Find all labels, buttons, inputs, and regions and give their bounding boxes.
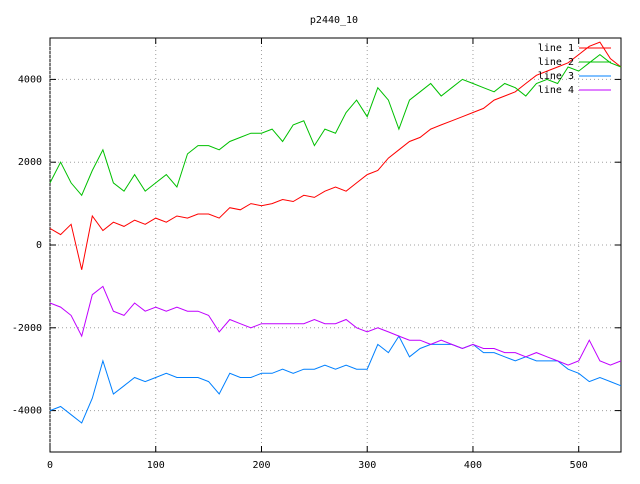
x-tick-label: 100: [147, 460, 165, 471]
series-line: [49, 41, 622, 270]
legend-label: line 4: [538, 85, 574, 96]
y-tick-label: -4000: [12, 406, 42, 417]
x-tick-label: 300: [358, 460, 376, 471]
series-line: [49, 285, 622, 366]
plot-frame: [49, 37, 622, 453]
x-tick-label: 200: [252, 460, 270, 471]
x-tick-label: 400: [464, 460, 482, 471]
x-tick-label: 0: [47, 460, 53, 471]
legend-label: line 2: [538, 57, 574, 68]
series-line: [49, 53, 622, 197]
legend-label: line 1: [538, 43, 574, 54]
y-tick-label: -2000: [12, 323, 42, 334]
legend-label: line 3: [538, 71, 574, 82]
x-tick-label: 500: [570, 460, 588, 471]
chart-title: p2440_10: [310, 15, 358, 26]
series-line: [49, 335, 622, 424]
y-tick-label: 0: [36, 240, 42, 251]
y-tick-label: 4000: [18, 74, 42, 85]
y-tick-label: 2000: [18, 157, 42, 168]
